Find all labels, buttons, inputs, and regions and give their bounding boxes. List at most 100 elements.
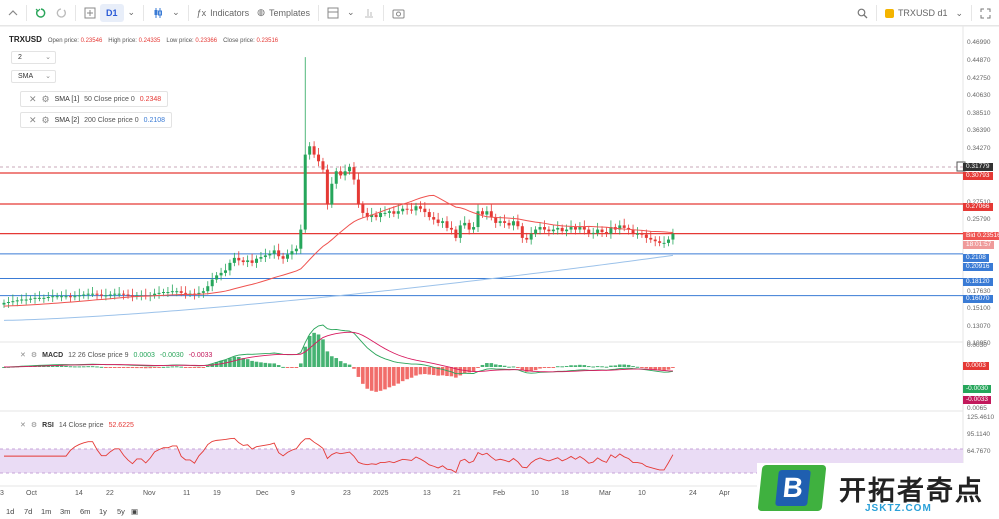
timeframe-7d-button[interactable]: 7d — [24, 507, 33, 516]
price-axis-label: 0.40630 — [967, 92, 991, 99]
macd-histogram-bar — [454, 367, 458, 378]
candle-body — [104, 295, 108, 297]
macd-histogram-bar — [511, 366, 516, 368]
close-icon[interactable]: ✕ — [20, 422, 26, 429]
candle-body — [560, 227, 564, 232]
gear-icon[interactable]: ⚙ — [41, 114, 50, 125]
undo-icon[interactable] — [31, 3, 51, 23]
candle-body — [259, 257, 263, 259]
close-icon[interactable]: ✕ — [20, 352, 26, 359]
timeframe-5y-button[interactable]: 5y — [117, 507, 125, 516]
timeframe-1d-button[interactable]: 1d — [6, 507, 15, 516]
camera-icon[interactable] — [388, 3, 409, 23]
candle-body — [42, 297, 46, 299]
candle-body — [671, 233, 675, 240]
count-select[interactable]: 2 ⌄ — [11, 51, 56, 64]
timeframe-6m-button[interactable]: 6m — [80, 507, 91, 516]
time-axis-label: Dec — [256, 490, 269, 497]
candle-body — [15, 300, 19, 302]
templates-button[interactable]: ◍ Templates — [253, 3, 314, 23]
gear-icon[interactable]: ⚙ — [30, 352, 38, 359]
close-value: 0.23516 — [256, 38, 279, 44]
macd-histogram-bar — [135, 367, 139, 369]
candle-body — [60, 296, 64, 298]
layout-icon[interactable] — [323, 3, 343, 23]
sma2-params: 200 Close price 0 — [84, 116, 139, 124]
fullscreen-icon[interactable] — [976, 3, 995, 23]
indicators-label: Indicators — [210, 7, 250, 18]
symbol-button[interactable]: TRXUSD d1 — [881, 3, 952, 23]
chevron-down-icon[interactable]: ⌄ — [172, 7, 180, 17]
candle-body — [255, 258, 259, 263]
macd-histogram-bar — [591, 366, 595, 368]
macd-histogram-bar — [458, 367, 463, 376]
timeframe-1m-button[interactable]: 1m — [41, 507, 52, 516]
candle-body — [126, 294, 130, 296]
candle-body — [179, 291, 183, 293]
indicator-type-value: SMA — [18, 73, 34, 80]
macd-histogram-bar — [188, 367, 192, 368]
macd-histogram-bar — [374, 367, 378, 392]
candle-body — [321, 161, 325, 170]
redo-icon[interactable] — [51, 3, 71, 23]
macd-histogram-bar — [440, 367, 445, 376]
macd-histogram-bar — [126, 367, 130, 368]
compare-icon[interactable] — [359, 3, 379, 23]
candle-body — [414, 206, 418, 211]
candle-body — [365, 212, 369, 218]
macd-histogram-bar — [95, 366, 99, 368]
indicator-type-select[interactable]: SMA ⌄ — [11, 70, 56, 83]
macd-axis-label: 0.0065 — [967, 405, 987, 412]
macd-histogram-bar — [64, 365, 68, 367]
collapse-icon[interactable] — [4, 3, 22, 23]
add-chart-icon[interactable] — [80, 3, 100, 23]
macd-histogram-bar — [338, 361, 343, 367]
macd-histogram-bar — [476, 367, 480, 368]
macd-histogram-bar — [644, 367, 649, 369]
chevron-down-icon: ⌄ — [45, 54, 51, 61]
macd-histogram-bar — [467, 367, 471, 373]
macd-histogram-bar — [161, 366, 166, 368]
candle-body — [507, 222, 511, 226]
gear-icon[interactable]: ⚙ — [30, 422, 38, 429]
timeframe-1y-button[interactable]: 1y — [99, 507, 107, 516]
candle-type-icon[interactable] — [148, 3, 168, 23]
gear-icon[interactable]: ⚙ — [41, 93, 50, 104]
chevron-down-icon[interactable]: ⌄ — [127, 7, 136, 17]
candle-body — [108, 294, 112, 296]
ohlc-legend: TRXUSD Open price: 0.23546 High price: 0… — [9, 35, 278, 44]
chevron-down-icon[interactable]: ⌄ — [955, 7, 963, 18]
time-axis-label: 22 — [106, 490, 114, 497]
candle-body — [627, 227, 631, 230]
chevron-down-icon[interactable]: ⌄ — [347, 7, 355, 17]
macd-histogram-bar — [130, 367, 135, 369]
close-icon[interactable]: ✕ — [29, 93, 37, 104]
macd-histogram-bar — [431, 367, 436, 376]
macd-histogram-bar — [321, 339, 325, 367]
macd-histogram-bar — [170, 366, 175, 368]
indicators-button[interactable]: ƒx Indicators — [193, 3, 254, 23]
candle-body — [135, 295, 139, 297]
macd-histogram-bar — [2, 367, 6, 368]
price-tag: 0.31779 — [963, 163, 993, 171]
candle-body — [197, 292, 201, 295]
candle-body — [268, 253, 272, 256]
close-icon[interactable]: ✕ — [29, 114, 37, 125]
candle-body — [534, 229, 538, 234]
candle-body — [175, 291, 179, 293]
price-tag: 0.16070 — [963, 295, 993, 303]
candle-body — [392, 211, 396, 214]
search-icon[interactable] — [853, 3, 872, 23]
timeframe-3m-button[interactable]: 3m — [60, 507, 71, 516]
candle-body — [325, 169, 329, 205]
macd-histogram-bar — [485, 363, 489, 367]
interval-button[interactable]: D1 — [100, 3, 124, 22]
candle-body — [489, 211, 493, 218]
macd-histogram-bar — [414, 367, 418, 376]
toolbar-divider — [75, 4, 76, 21]
price-axis-label: 0.27510 — [967, 199, 991, 206]
calendar-icon[interactable]: ▣ — [131, 507, 139, 516]
macd-histogram-bar — [166, 366, 170, 368]
candle-body — [308, 146, 312, 155]
